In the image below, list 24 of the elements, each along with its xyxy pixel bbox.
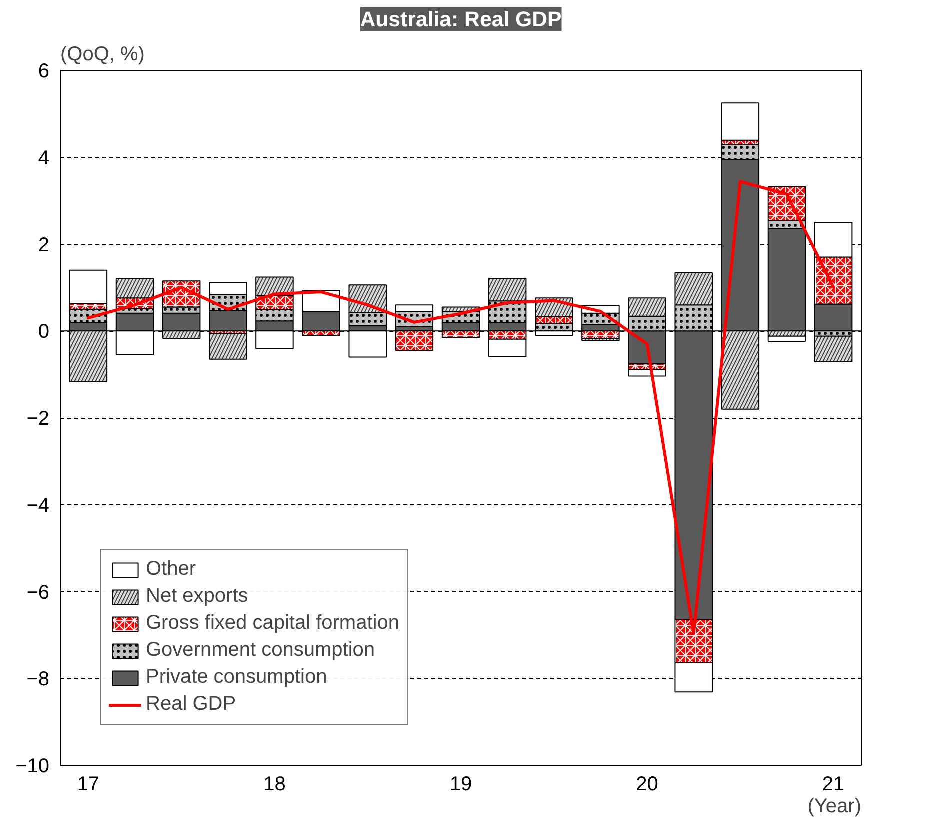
legend-label: Private consumption xyxy=(146,666,328,689)
x-tick-label: 21 xyxy=(822,774,845,796)
x-tick-label: 20 xyxy=(636,774,658,796)
x-axis-title: (Year) xyxy=(808,796,862,817)
y-tick-label: −8 xyxy=(26,668,50,691)
legend-label: Net exports xyxy=(146,585,248,608)
x-tick-label: 18 xyxy=(264,774,286,796)
line-series xyxy=(86,180,836,636)
y-tick-label: −6 xyxy=(26,582,50,604)
y-axis-title: (QoQ, %) xyxy=(60,44,145,66)
y-tick-label: −2 xyxy=(26,408,50,430)
y-tick-label: 4 xyxy=(38,147,50,170)
legend-label: Real GDP xyxy=(146,693,236,716)
y-tick-label: 0 xyxy=(38,321,50,344)
y-tick-label: −10 xyxy=(16,756,50,778)
chart-title: Australia: Real GDP xyxy=(360,8,562,32)
x-tick-label: 17 xyxy=(77,774,100,796)
y-tick-label: 2 xyxy=(38,234,50,256)
y-tick-label: 6 xyxy=(38,60,50,82)
y-tick-label: −4 xyxy=(26,494,50,517)
x-tick-label: 19 xyxy=(450,774,472,796)
legend-label: Other xyxy=(146,558,196,581)
legend-label: Gross fixed capital formation xyxy=(146,612,400,635)
legend-label: Government consumption xyxy=(146,639,376,662)
